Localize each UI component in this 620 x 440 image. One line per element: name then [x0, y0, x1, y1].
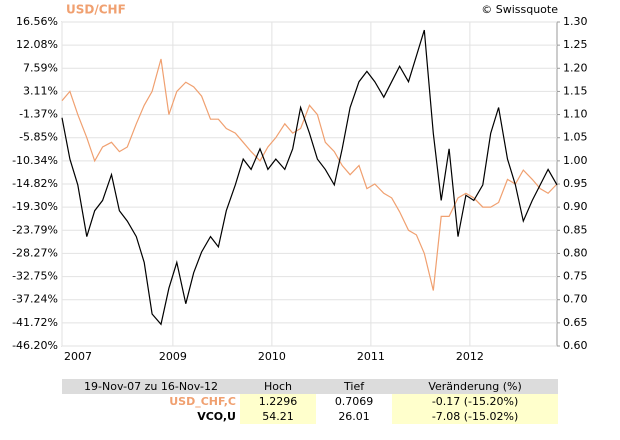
y-tick-label: 3.11% — [23, 84, 58, 97]
header-cell: Hoch — [240, 379, 317, 394]
x-tick-label: 2012 — [456, 350, 484, 363]
y-tick-label: -5.85% — [19, 131, 58, 144]
cell: 0.7069 — [334, 395, 374, 408]
header-cell: Veränderung (%) — [392, 379, 558, 394]
y-tick-label: -41.72% — [12, 316, 58, 329]
y-tick-label: -14.82% — [12, 177, 58, 190]
y2-tick-label: 0.70 — [563, 293, 588, 306]
table-row: VCO,U 54.21 26.01 -7.08 (-15.02%) — [62, 409, 558, 424]
header-cell: 19-Nov-07 zu 16-Nov-12 — [62, 379, 240, 394]
y2-tick-label: 1.25 — [563, 38, 588, 51]
cell: -0.17 (-15.20%) — [392, 394, 558, 409]
chart: USD/CHF © Swissquote 16.56% 12.08% 7.59% 3.… — [12, 3, 588, 364]
x-tick-label: 2011 — [357, 350, 385, 363]
y2-tick-label: 1.00 — [563, 154, 588, 167]
y-tick-label: -32.75% — [12, 270, 58, 283]
credit: © Swissquote — [481, 3, 558, 16]
row-label: VCO,U — [197, 410, 236, 423]
cell: -7.08 (-15.02%) — [392, 409, 558, 424]
y-tick-label: -37.24% — [12, 293, 58, 306]
y-tick-label: -46.20% — [12, 339, 58, 352]
y2-tick-label: 0.95 — [563, 177, 588, 190]
y-tick-label: 16.56% — [16, 15, 58, 28]
y2-tick-label: 1.20 — [563, 61, 588, 74]
y-tick-label: -23.79% — [12, 223, 58, 236]
y-tick-label: -10.34% — [12, 154, 58, 167]
chart-title: USD/CHF — [66, 3, 126, 17]
y-tick-label: -19.30% — [12, 200, 58, 213]
cell: 54.21 — [240, 409, 317, 424]
header-cell: Tief — [316, 379, 393, 394]
y2-tick-label: 1.05 — [563, 131, 588, 144]
series-line — [61, 29, 558, 326]
x-tick-label: 2009 — [159, 350, 187, 363]
y2-tick-label: 1.10 — [563, 108, 588, 121]
series-line — [61, 58, 558, 291]
y-tick-label: -28.27% — [12, 246, 58, 259]
y2-tick-label: 0.75 — [563, 270, 588, 283]
y2-tick-label: 0.85 — [563, 223, 588, 236]
stats-table: 19-Nov-07 zu 16-Nov-12 Hoch Tief Verände… — [62, 379, 558, 424]
y2-tick-label: 0.80 — [563, 246, 588, 259]
y2-tick-label: 1.15 — [563, 84, 588, 97]
y2-tick-label: 0.65 — [563, 316, 588, 329]
row-label: USD_CHF,C — [169, 395, 236, 408]
y2-tick-label: 0.60 — [563, 339, 588, 352]
y2-tick-label: 0.90 — [563, 200, 588, 213]
cell: 1.2296 — [240, 394, 317, 409]
y-tick-label: -1.37% — [19, 108, 58, 121]
x-tick-label: 2007 — [64, 350, 92, 363]
cell: 26.01 — [338, 410, 370, 423]
y-tick-label: 12.08% — [16, 38, 58, 51]
y-tick-label: 7.59% — [23, 61, 58, 74]
y2-tick-label: 1.30 — [563, 15, 588, 28]
table-header: 19-Nov-07 zu 16-Nov-12 Hoch Tief Verände… — [62, 379, 558, 394]
x-tick-label: 2010 — [258, 350, 286, 363]
table-row: USD_CHF,C 1.2296 0.7069 -0.17 (-15.20%) — [62, 394, 558, 409]
